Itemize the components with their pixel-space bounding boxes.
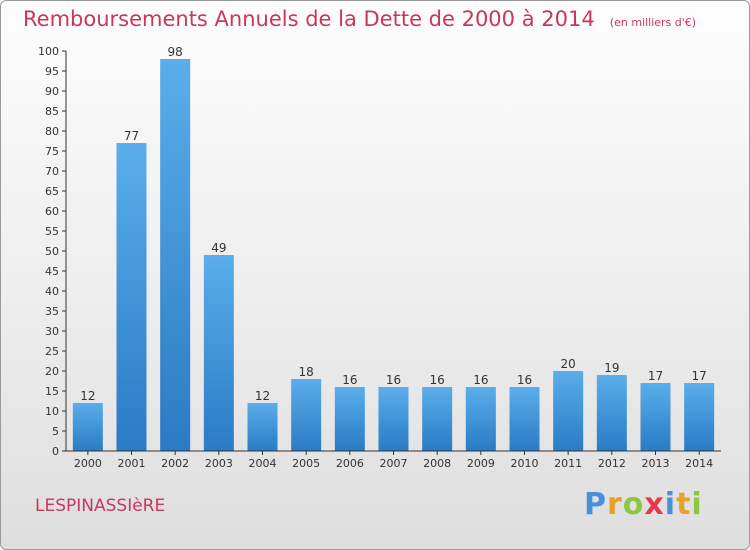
bar-value-label: 49 (211, 241, 226, 255)
y-tick-label: 80 (45, 125, 59, 138)
y-tick-label: 95 (45, 65, 59, 78)
bar-value-label: 16 (517, 373, 532, 387)
bar-value-label: 18 (299, 365, 314, 379)
bar (378, 387, 409, 451)
y-tick-label: 15 (45, 385, 59, 398)
bar-value-label: 19 (604, 361, 619, 375)
x-tick-label: 2011 (554, 457, 582, 470)
y-tick-label: 100 (38, 45, 59, 58)
bar-value-label: 17 (648, 369, 663, 383)
bar (247, 403, 278, 451)
bar-value-label: 20 (561, 357, 576, 371)
bar (553, 371, 584, 451)
bar (640, 383, 671, 451)
x-tick-label: 2012 (598, 457, 626, 470)
x-tick-label: 2009 (467, 457, 495, 470)
x-tick-label: 2006 (336, 457, 364, 470)
y-tick-label: 0 (52, 445, 59, 458)
x-axis: 2000 2001 2002 2003 2004 2005 2006 2007 2008 2009… (66, 450, 721, 470)
bar (160, 59, 191, 451)
commune-name: LESPINASSIèRE (35, 496, 166, 516)
bar-value-label: 17 (692, 369, 707, 383)
y-tick-label: 50 (45, 245, 59, 258)
y-tick-label: 90 (45, 85, 59, 98)
y-tick-label: 40 (45, 285, 59, 298)
bar (291, 379, 322, 451)
bar (465, 387, 496, 451)
bars: 12 77 98 49 12 18 16 16 16 16 16 20 19 17 17 (72, 45, 715, 451)
bar-value-label: 16 (342, 373, 357, 387)
y-tick-label: 5 (52, 425, 59, 438)
proxiti-logo[interactable]: Proxiti (584, 487, 703, 522)
chart-title: Remboursements Annuels de la Dette de 20… (23, 7, 696, 31)
y-axis: 0 5 10 15 20 25 30 35 40 45 50 55 60 65 70 75 80 85 90 95 10… (38, 45, 67, 458)
y-tick-label: 70 (45, 165, 59, 178)
y-tick-label: 85 (45, 105, 59, 118)
x-tick-label: 2003 (205, 457, 233, 470)
bar-value-label: 98 (168, 45, 183, 59)
bar-chart: 0 5 10 15 20 25 30 35 40 45 50 55 60 65 70 75 80 85 90 95 10… (38, 45, 721, 470)
y-tick-label: 35 (45, 305, 59, 318)
bar-value-label: 12 (80, 389, 95, 403)
unit-text: (en milliers d'€) (609, 16, 697, 29)
bar (72, 403, 103, 451)
y-tick-label: 10 (45, 405, 59, 418)
x-tick-label: 2002 (161, 457, 189, 470)
bar (684, 383, 715, 451)
y-tick-label: 45 (45, 265, 59, 278)
bar (509, 387, 540, 451)
bar (203, 255, 234, 451)
y-tick-label: 20 (45, 365, 59, 378)
bar-value-label: 12 (255, 389, 270, 403)
bar-value-label: 16 (473, 373, 488, 387)
x-tick-label: 2001 (118, 457, 146, 470)
x-tick-label: 2013 (642, 457, 670, 470)
title-text: Remboursements Annuels de la Dette de 20… (23, 7, 595, 31)
x-tick-label: 2008 (423, 457, 451, 470)
y-tick-label: 75 (45, 145, 59, 158)
x-tick-label: 2010 (511, 457, 539, 470)
y-tick-label: 25 (45, 345, 59, 358)
bar-value-label: 16 (386, 373, 401, 387)
bar (334, 387, 365, 451)
bar-value-label: 77 (124, 129, 139, 143)
x-tick-label: 2014 (685, 457, 713, 470)
bar (422, 387, 453, 451)
x-tick-label: 2005 (292, 457, 320, 470)
x-tick-label: 2004 (249, 457, 277, 470)
y-tick-label: 60 (45, 205, 59, 218)
bar (596, 375, 627, 451)
x-tick-label: 2007 (380, 457, 408, 470)
bar-value-label: 16 (430, 373, 445, 387)
y-tick-label: 55 (45, 225, 59, 238)
y-tick-label: 30 (45, 325, 59, 338)
x-tick-label: 2000 (74, 457, 102, 470)
bar (116, 143, 147, 451)
y-tick-label: 65 (45, 185, 59, 198)
